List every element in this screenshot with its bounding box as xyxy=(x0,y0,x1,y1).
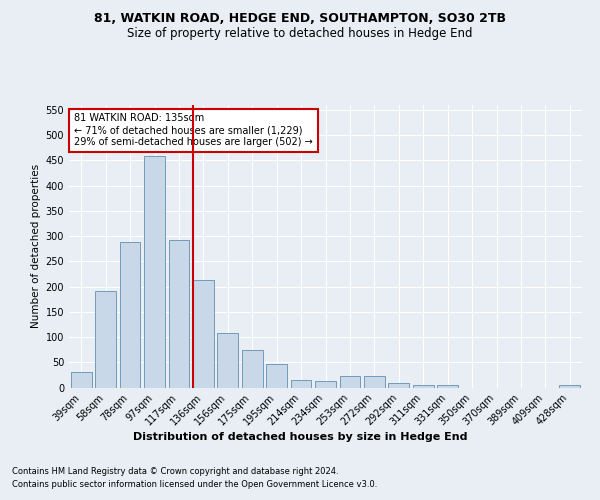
Bar xyxy=(388,383,409,388)
Bar xyxy=(144,156,165,388)
Bar xyxy=(364,376,385,388)
Bar xyxy=(290,380,311,388)
Bar xyxy=(169,240,190,388)
Bar xyxy=(413,385,434,388)
Text: Contains HM Land Registry data © Crown copyright and database right 2024.: Contains HM Land Registry data © Crown c… xyxy=(12,468,338,476)
Text: Distribution of detached houses by size in Hedge End: Distribution of detached houses by size … xyxy=(133,432,467,442)
Text: Contains public sector information licensed under the Open Government Licence v3: Contains public sector information licen… xyxy=(12,480,377,489)
Bar xyxy=(437,385,458,388)
Bar xyxy=(242,350,263,388)
Bar xyxy=(71,372,92,388)
Bar xyxy=(315,382,336,388)
Text: Size of property relative to detached houses in Hedge End: Size of property relative to detached ho… xyxy=(127,28,473,40)
Text: 81, WATKIN ROAD, HEDGE END, SOUTHAMPTON, SO30 2TB: 81, WATKIN ROAD, HEDGE END, SOUTHAMPTON,… xyxy=(94,12,506,26)
Bar xyxy=(340,376,361,388)
Bar xyxy=(193,280,214,388)
Bar xyxy=(559,385,580,388)
Bar xyxy=(266,364,287,388)
Y-axis label: Number of detached properties: Number of detached properties xyxy=(31,164,41,328)
Bar xyxy=(217,333,238,388)
Text: 81 WATKIN ROAD: 135sqm
← 71% of detached houses are smaller (1,229)
29% of semi-: 81 WATKIN ROAD: 135sqm ← 71% of detached… xyxy=(74,114,313,146)
Bar xyxy=(119,242,140,388)
Bar xyxy=(95,290,116,388)
